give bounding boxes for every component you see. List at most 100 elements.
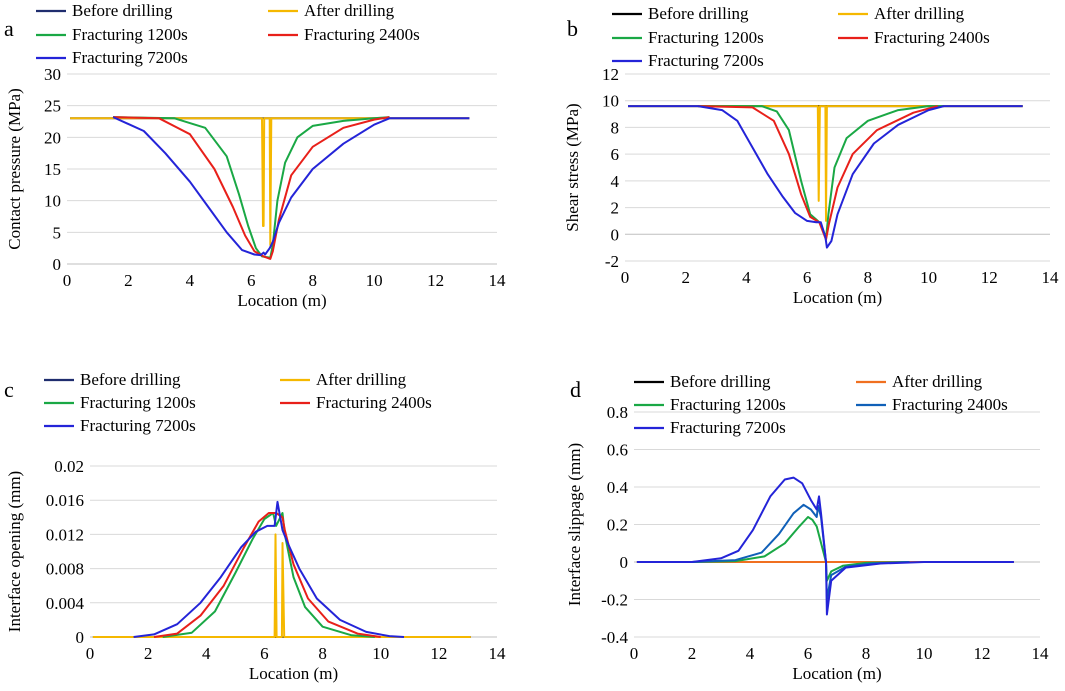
x-axis-title: Location (m) xyxy=(792,664,881,683)
x-tick-label: 8 xyxy=(308,271,317,290)
y-axis-title: Contact pressure (MPa) xyxy=(5,88,24,249)
x-tick-label: 2 xyxy=(144,644,153,663)
series-line-fracturing-1200s xyxy=(162,512,375,638)
series-line-after-drilling xyxy=(92,533,471,638)
y-tick-label: 30 xyxy=(44,65,61,84)
x-tick-label: 0 xyxy=(86,644,95,663)
x-tick-label: 6 xyxy=(260,644,269,663)
legend-entry: After drilling xyxy=(856,372,983,391)
y-tick-label: 0.8 xyxy=(607,403,628,422)
legend-label: Before drilling xyxy=(80,370,181,389)
series-line-after-drilling xyxy=(70,117,470,246)
panel-label-d: d xyxy=(570,377,581,402)
panel-d: d -0.4 -0.2 0 0.2 0.4 0.6 0.8 0 2 4 6 8 10 12 14 Locatio… xyxy=(565,372,1049,683)
legend-entry: Fracturing 2400s xyxy=(268,25,420,44)
legend-entry: Fracturing 2400s xyxy=(838,28,990,47)
y-axis-title: Shear stress (MPa) xyxy=(563,103,582,231)
y-tick-label: 10 xyxy=(602,92,619,111)
series-line-fracturing-7200s xyxy=(133,500,405,638)
x-tick-label: 4 xyxy=(202,644,211,663)
legend-entry: Fracturing 1200s xyxy=(612,28,764,47)
x-tick-label: 2 xyxy=(688,644,697,663)
x-tick-label: 4 xyxy=(186,271,195,290)
x-tick-label: 14 xyxy=(489,271,507,290)
series-line-fracturing-7200s xyxy=(636,476,1014,616)
x-tick-label: 2 xyxy=(681,268,690,287)
legend-entry: Before drilling xyxy=(44,370,181,389)
legend-entry: Fracturing 2400s xyxy=(856,395,1008,414)
x-tick-label: 6 xyxy=(247,271,256,290)
y-tick-label: 0 xyxy=(53,255,62,274)
legend-entry: After drilling xyxy=(838,4,965,23)
y-tick-label: 0 xyxy=(620,553,629,572)
y-tick-label: 15 xyxy=(44,160,61,179)
legend-label: After drilling xyxy=(316,370,407,389)
series-line-fracturing-2400s xyxy=(153,512,381,638)
x-axis-title: Location (m) xyxy=(249,664,338,683)
y-tick-label: 0 xyxy=(611,225,620,244)
legend-label: After drilling xyxy=(874,4,965,23)
x-tick-label: 12 xyxy=(974,644,991,663)
y-tick-label: 6 xyxy=(611,145,620,164)
series-line-fracturing-7200s xyxy=(628,105,1023,249)
series-line-fracturing-1200s xyxy=(113,116,390,259)
legend-entry: Fracturing 1200s xyxy=(36,25,188,44)
y-tick-label: 4 xyxy=(611,172,620,191)
y-tick-label: 12 xyxy=(602,65,619,84)
y-tick-label: 25 xyxy=(44,97,61,116)
legend-entry: Fracturing 7200s xyxy=(634,418,786,437)
legend-label: After drilling xyxy=(892,372,983,391)
x-tick-label: 14 xyxy=(1042,268,1060,287)
x-tick-label: 8 xyxy=(864,268,873,287)
panel-a: a 0 5 10 15 20 25 30 0 2 4 6 8 10 12 14 Location (m) Cont… xyxy=(4,1,506,310)
panel-label-b: b xyxy=(567,16,578,41)
legend-label: Fracturing 1200s xyxy=(648,28,764,47)
x-tick-label: 14 xyxy=(1032,644,1050,663)
y-tick-label: 0.02 xyxy=(54,457,84,476)
y-tick-label: 0.016 xyxy=(46,491,84,510)
y-tick-label: 0.2 xyxy=(607,516,628,535)
x-tick-label: 12 xyxy=(430,644,447,663)
legend-entry: Fracturing 7200s xyxy=(612,51,764,70)
legend-label: Fracturing 7200s xyxy=(670,418,786,437)
x-tick-label: 4 xyxy=(742,268,751,287)
legend-label: Fracturing 2400s xyxy=(316,393,432,412)
series-line-fracturing-7200s xyxy=(112,116,470,257)
legend-label: Before drilling xyxy=(648,4,749,23)
legend-entry: Fracturing 1200s xyxy=(44,393,196,412)
y-tick-label: 0.008 xyxy=(46,560,84,579)
x-tick-label: 10 xyxy=(920,268,937,287)
legend-entry: After drilling xyxy=(280,370,407,389)
y-tick-label: 0 xyxy=(76,628,85,647)
legend-entry: Fracturing 7200s xyxy=(44,416,196,435)
series-line-fracturing-2400s xyxy=(691,503,910,601)
legend-label: Fracturing 7200s xyxy=(80,416,196,435)
x-tick-label: 12 xyxy=(981,268,998,287)
y-tick-label: -2 xyxy=(605,252,619,271)
x-tick-label: 0 xyxy=(621,268,630,287)
x-axis-title: Location (m) xyxy=(237,291,326,310)
x-axis-title: Location (m) xyxy=(793,288,882,307)
x-tick-label: 10 xyxy=(372,644,389,663)
x-tick-label: 6 xyxy=(804,644,813,663)
panel-label-a: a xyxy=(4,16,14,41)
y-tick-label: 0.6 xyxy=(607,441,628,460)
x-tick-label: 8 xyxy=(862,644,871,663)
y-tick-label: 0.004 xyxy=(46,594,85,613)
legend-label: Before drilling xyxy=(670,372,771,391)
legend-label: Fracturing 1200s xyxy=(80,393,196,412)
x-tick-label: 10 xyxy=(366,271,383,290)
legend-label: Fracturing 2400s xyxy=(874,28,990,47)
y-tick-label: 0.4 xyxy=(607,478,629,497)
legend-label: After drilling xyxy=(304,1,395,20)
x-tick-label: 0 xyxy=(63,271,72,290)
x-tick-label: 14 xyxy=(489,644,507,663)
y-tick-label: 0.012 xyxy=(46,525,84,544)
y-axis-title: Interface opening (mm) xyxy=(5,471,24,632)
x-tick-label: 4 xyxy=(746,644,755,663)
y-tick-label: 2 xyxy=(611,199,620,218)
legend-entry: Before drilling xyxy=(36,1,173,20)
y-tick-label: 8 xyxy=(611,118,620,137)
